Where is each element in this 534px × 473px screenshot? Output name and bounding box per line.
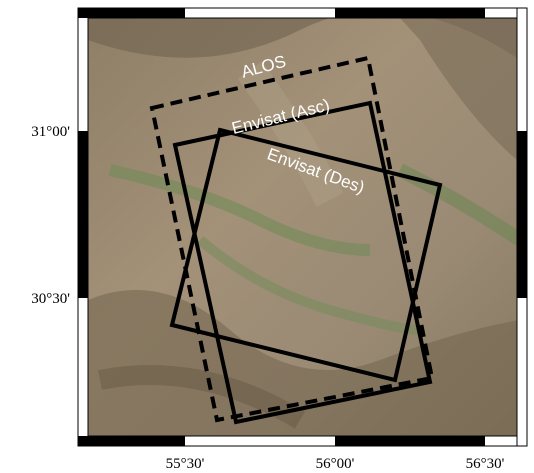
longitude-label: 56°30' bbox=[466, 456, 505, 472]
longitude-label: 55°30' bbox=[166, 456, 205, 472]
longitude-label: 56°00' bbox=[316, 456, 355, 472]
latitude-label: 30°30' bbox=[31, 291, 70, 307]
map: ALOS Envisat (Asc) Envisat (Des) 55°30' … bbox=[0, 0, 534, 473]
latitude-label: 31°00' bbox=[31, 124, 70, 140]
